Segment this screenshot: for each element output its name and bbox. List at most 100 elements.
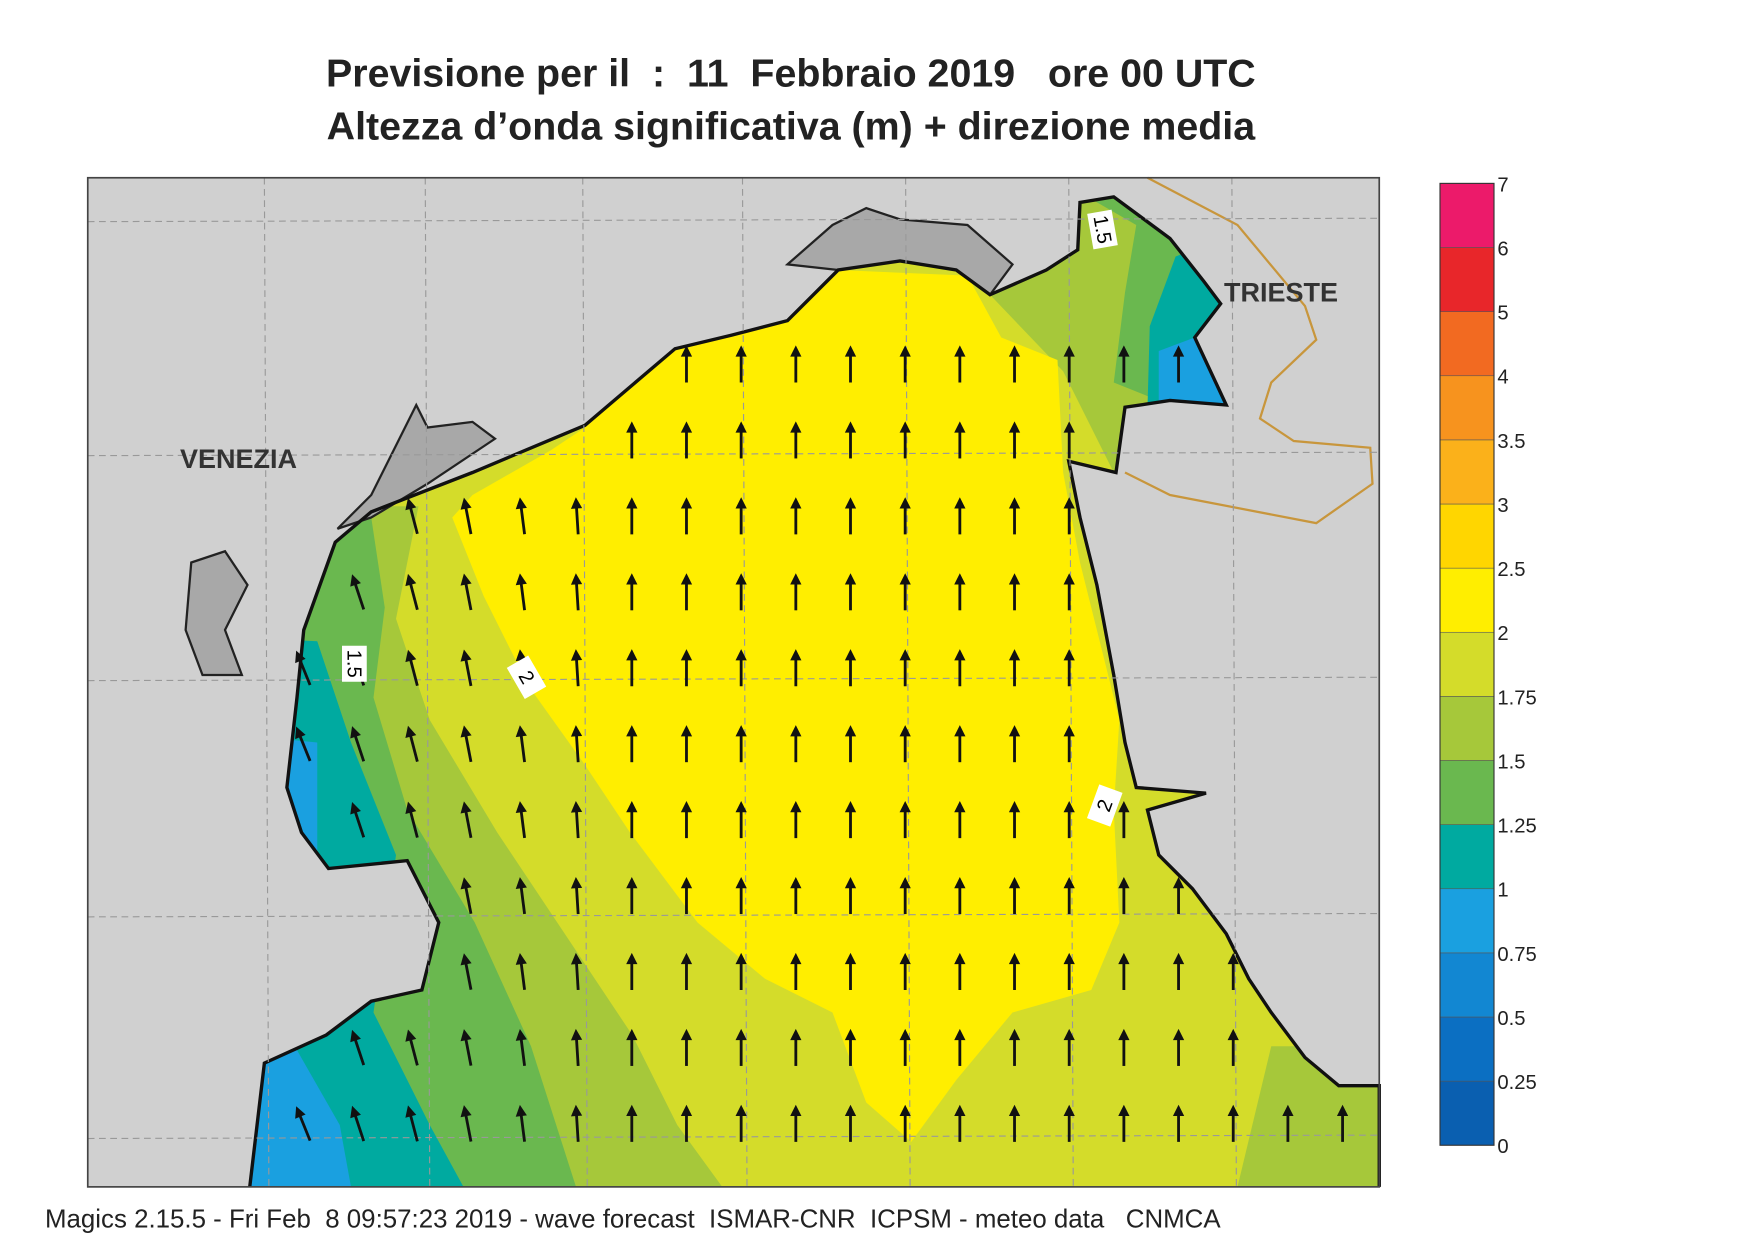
arrow-shaft	[574, 1035, 580, 1066]
wave-arrow	[570, 725, 583, 763]
wave-arrow	[1008, 649, 1021, 687]
wave-arrow	[515, 1104, 527, 1142]
wave-arrow	[954, 649, 966, 687]
colorbar-label: 0.5	[1497, 1008, 1525, 1030]
arrow-head	[844, 345, 857, 357]
contour-label-bg	[1087, 209, 1118, 250]
wave-arrow	[899, 725, 911, 763]
colorbar-label: 1.5	[1497, 751, 1525, 773]
arrow-shaft	[574, 807, 580, 839]
arrow-head	[954, 421, 966, 433]
arrow-head	[460, 725, 472, 738]
arrow-head	[350, 802, 361, 815]
wave-arrow	[1227, 952, 1239, 990]
arrow-head	[954, 1028, 966, 1041]
arrow-shaft	[408, 655, 419, 687]
arrow-head	[1008, 801, 1021, 813]
arrow-shaft	[297, 656, 312, 686]
wave-arrow	[626, 1104, 638, 1142]
colorbar-segment	[1439, 760, 1495, 825]
wave-arrow	[570, 649, 583, 687]
wave-arrow	[1118, 1028, 1130, 1066]
arrow-shaft	[352, 580, 366, 610]
arrow-head	[570, 801, 583, 813]
wave-arrow	[790, 649, 802, 687]
wave-arrow	[1008, 725, 1021, 763]
arrow-shaft	[408, 580, 419, 611]
arrow-head	[1008, 725, 1021, 737]
arrow-head	[626, 725, 638, 737]
arrow-head	[515, 1028, 527, 1041]
arrow-head	[954, 345, 966, 357]
arrow-head	[790, 1028, 802, 1041]
arrow-head	[515, 877, 527, 889]
wave-arrow	[954, 573, 966, 611]
arrow-head	[899, 952, 911, 965]
arrow-head	[1063, 649, 1075, 661]
wave-arrow	[515, 497, 527, 535]
arrow-head	[680, 725, 693, 737]
wave-arrow	[1063, 725, 1075, 763]
arrow-head	[1336, 1104, 1349, 1116]
contour-label: 2	[1086, 784, 1123, 827]
arrow-head	[515, 725, 527, 738]
arrow-head	[790, 497, 802, 509]
arrow-head	[844, 421, 857, 433]
colorbar-label: 1.75	[1497, 687, 1536, 709]
colorbar-label: 7	[1497, 174, 1508, 196]
wave-arrow	[405, 725, 419, 762]
arrow-shaft	[352, 807, 366, 838]
arrow-head	[626, 573, 638, 585]
colorbar-segment	[1439, 375, 1495, 441]
wave-arrow	[570, 952, 583, 991]
arrow-shaft	[352, 1035, 366, 1066]
colorbar-label: 6	[1497, 238, 1508, 260]
wave-arrow	[570, 1028, 583, 1066]
colorbar-segment	[1439, 888, 1495, 954]
colorbar-segment	[1439, 439, 1495, 505]
wave-arrow	[626, 725, 638, 763]
wave-arrow	[899, 876, 911, 915]
arrow-head	[570, 497, 583, 509]
colorbar-segment	[1439, 631, 1495, 697]
arrow-head	[790, 1104, 802, 1116]
wave-arrow	[1118, 801, 1130, 839]
arrow-head	[1118, 345, 1130, 357]
arrow-head	[1118, 952, 1130, 965]
wave-arrow	[899, 573, 911, 611]
wave-arrow	[790, 952, 802, 990]
arrow-head	[570, 952, 583, 965]
arrow-head	[1172, 876, 1185, 889]
wave-arrow	[1008, 952, 1021, 990]
arrow-head	[899, 345, 911, 357]
contour-label: 1.5	[1087, 209, 1118, 250]
arrow-head	[899, 876, 911, 889]
wave-arrow	[405, 497, 419, 535]
arrow-head	[735, 725, 747, 737]
arrow-head	[350, 726, 361, 739]
wave-arrow	[405, 573, 419, 611]
arrow-head	[1008, 952, 1021, 965]
arrow-shaft	[574, 1111, 580, 1142]
arrow-shaft	[408, 1035, 419, 1066]
contour-label-bg	[506, 655, 547, 700]
wave-arrow	[899, 421, 911, 459]
arrow-head	[680, 345, 693, 357]
contour-label-bg	[1086, 784, 1123, 827]
colorbar-segment	[1439, 503, 1495, 569]
wave-arrow	[790, 345, 802, 383]
colorbar-segment	[1439, 311, 1495, 377]
arrow-head	[735, 497, 747, 509]
arrow-head	[405, 573, 417, 587]
wave-arrow	[844, 1104, 857, 1142]
arrow-head	[1172, 1104, 1185, 1116]
wave-arrow	[1063, 497, 1075, 535]
arrow-shaft	[463, 731, 473, 763]
arrow-head	[680, 876, 693, 889]
arrow-head	[1282, 1104, 1294, 1116]
arrow-head	[570, 573, 583, 585]
wave-arrow	[460, 953, 473, 990]
wave-arrow	[1008, 1104, 1021, 1142]
arrow-head	[515, 497, 527, 510]
wave-arrow	[954, 421, 966, 459]
